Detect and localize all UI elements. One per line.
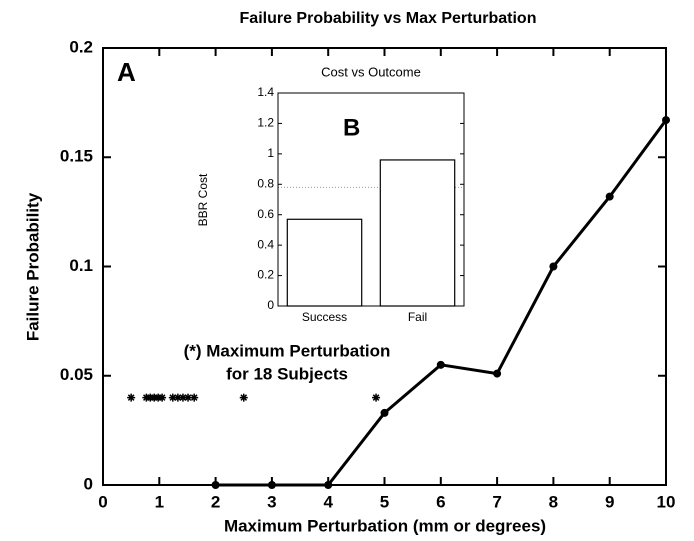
x-tick-label: 5	[380, 492, 389, 511]
x-tick-label: 7	[492, 492, 501, 511]
asterisk-marker	[158, 393, 167, 402]
x-tick-label: 3	[267, 492, 276, 511]
inset-y-tick-label: 1.2	[257, 116, 274, 130]
inset-title: Cost vs Outcome	[321, 64, 421, 79]
asterisk-marker	[184, 393, 193, 402]
bar	[379, 159, 456, 307]
x-tick-label: 0	[98, 492, 107, 511]
asterisk-marker	[168, 393, 177, 402]
annotation: (*) Maximum Perturbation	[184, 341, 391, 360]
inset-y-tick-label: 0.8	[257, 176, 274, 190]
inset-y-tick-label: 0.4	[257, 237, 274, 251]
x-tick-label: 9	[605, 492, 614, 511]
inset-x-tick-label: Success	[302, 310, 347, 324]
x-tick-label: 8	[549, 492, 558, 511]
inset-panel-label: B	[343, 114, 360, 141]
asterisk-marker	[173, 393, 182, 402]
y-tick-label: 0.2	[69, 37, 93, 56]
line-point	[493, 369, 502, 378]
line-point	[549, 262, 558, 271]
inset-x-tick-label: Fail	[408, 310, 427, 324]
inset-y-tick-label: 1	[267, 146, 274, 160]
bar	[286, 218, 363, 307]
x-tick-label: 2	[211, 492, 220, 511]
line-point	[267, 481, 276, 489]
asterisk-marker	[190, 393, 199, 402]
y-axis-label: Failure Probability	[23, 192, 42, 341]
line-point	[211, 481, 220, 489]
annotation: for 18 Subjects	[226, 364, 348, 383]
asterisk-marker	[178, 393, 187, 402]
y-tick-label: 0	[84, 474, 93, 493]
inset-y-tick-label: 0.2	[257, 268, 274, 282]
x-tick-label: 6	[436, 492, 445, 511]
inset-y-tick-label: 0.6	[257, 207, 274, 221]
inset-y-label: BBR Cost	[196, 173, 210, 226]
line-point	[662, 116, 670, 125]
y-tick-label: 0.1	[69, 256, 93, 275]
x-tick-label: 4	[323, 492, 333, 511]
line-point	[324, 481, 333, 489]
line-point	[436, 360, 445, 369]
panel-label: A	[117, 57, 136, 87]
y-tick-label: 0.15	[60, 147, 93, 166]
x-axis-label: Maximum Perturbation (mm or degrees)	[224, 516, 546, 535]
line-point	[605, 192, 614, 201]
x-tick-label: 1	[155, 492, 164, 511]
x-tick-label: 10	[657, 492, 676, 511]
inset-y-tick-label: 0	[267, 298, 274, 312]
y-tick-label: 0.05	[60, 365, 93, 384]
main-title: Failure Probability vs Max Perturbation	[240, 10, 537, 27]
asterisk-marker	[127, 393, 136, 402]
asterisk-marker	[372, 393, 381, 402]
inset-y-tick-label: 1.4	[257, 85, 274, 99]
line-point	[380, 408, 389, 417]
asterisk-marker	[239, 393, 248, 402]
inset-frame	[277, 92, 465, 307]
